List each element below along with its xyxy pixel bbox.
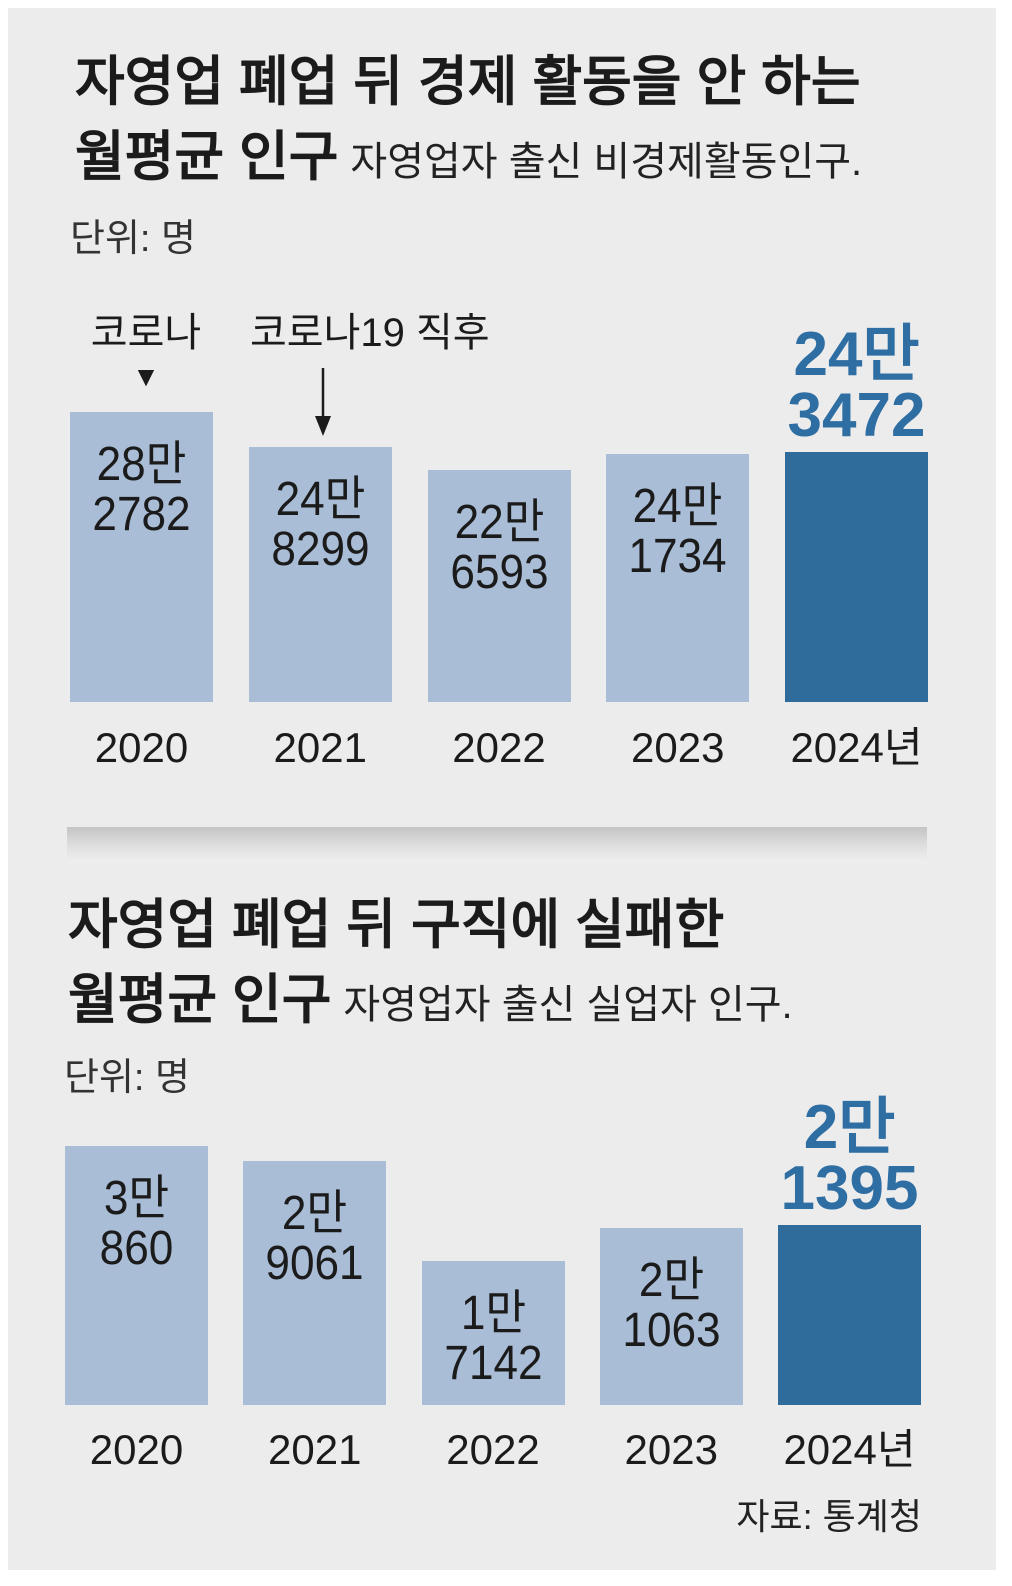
value-label: 1만 7142 — [412, 1289, 575, 1389]
triangle-down-icon: ▼ — [132, 361, 160, 392]
value-label: 24만 1734 — [596, 482, 759, 582]
bar-2022: 1만 7142 — [421, 1261, 565, 1405]
value-label: 2만 9061 — [233, 1189, 396, 1289]
value-label-line: 2만 — [282, 1187, 348, 1241]
value-label-line: 28만 — [96, 438, 187, 491]
x-tick-label: 2023 — [624, 1426, 718, 1473]
x-tick-label: 2020 — [89, 1426, 184, 1473]
annotation-corona: 코로나 — [90, 311, 202, 355]
x-tick-label: 2021 — [268, 1426, 362, 1473]
bar-2021: 24만 8299 — [248, 447, 392, 702]
value-label-line: 6593 — [449, 545, 549, 599]
value-label-line: 24만 — [275, 473, 366, 527]
chart-1-title-line-1: 자영업 폐업 뒤 경제 활동을 안 하는 — [75, 52, 861, 112]
value-label-line: 860 — [99, 1222, 174, 1275]
chart-1-title-line-2: 월평균 인구 — [75, 127, 339, 187]
x-tick-label: 2023 — [631, 724, 725, 771]
bar-2020: 3만 860 — [65, 1146, 208, 1405]
chart-2-title-line-1: 자영업 폐업 뒤 구직에 실패한 — [68, 895, 725, 955]
bar-2023: 24만 1734 — [606, 454, 750, 702]
value-label-line: 24만 — [632, 480, 723, 534]
value-label-line: 7142 — [443, 1337, 543, 1391]
section-divider — [67, 827, 927, 863]
value-label-line: 1063 — [622, 1304, 721, 1358]
value-label-line: 3472 — [787, 381, 926, 451]
x-tick-label: 2021 — [273, 724, 367, 771]
arrow-down-icon — [315, 368, 331, 436]
value-label: 24만 8299 — [239, 475, 402, 575]
chart-2-title-row-2: 월평균 인구 자영업자 출신 실업자 인구. — [68, 968, 793, 1037]
value-label-line: 24만 — [793, 320, 920, 390]
chart-1-unit-label: 단위: 명 — [70, 218, 196, 260]
value-label-line: 2782 — [92, 488, 191, 541]
value-label: 28만 2782 — [60, 440, 223, 540]
chart-2-title-line-2: 월평균 인구 — [68, 970, 332, 1030]
x-tick-label: 2020 — [94, 724, 189, 771]
value-label-line: 1395 — [780, 1154, 919, 1224]
bar-2020: 28만 2782 — [70, 412, 213, 702]
annotation-post-corona: 코로나19 직후 — [250, 311, 490, 355]
x-tick-label: 2022 — [446, 1426, 540, 1473]
x-tick-label: 2024년 — [790, 724, 923, 771]
value-label: 22만 6593 — [418, 495, 581, 599]
bar-2024: 24만 3472 — [785, 324, 928, 702]
bar-2023: 2만 1063 — [599, 1228, 743, 1405]
value-label-line: 3만 — [103, 1172, 170, 1225]
chart-2-subtitle: 자영업자 출신 실업자 인구. — [343, 983, 793, 1027]
chart-1-subtitle: 자영업자 출신 비경제활동인구. — [350, 140, 863, 184]
value-label-line: 22만 — [454, 495, 544, 549]
chart-1-title-row-2: 월평균 인구 자영업자 출신 비경제활동인구. — [75, 125, 862, 194]
value-label-line: 8299 — [271, 523, 370, 577]
bar-2022: 22만 6593 — [427, 469, 571, 702]
x-tick-label: 2022 — [452, 724, 546, 771]
value-label-line: 1734 — [628, 530, 727, 584]
value-label: 2만 1395 — [768, 1093, 931, 1224]
value-label: 24만 3472 — [775, 320, 938, 451]
value-label: 2만 1063 — [590, 1256, 753, 1356]
x-tick-label: 2024년 — [783, 1426, 916, 1473]
value-label-line: 1만 — [460, 1287, 526, 1341]
bar-2021: 2만 9061 — [243, 1161, 387, 1405]
value-label-line: 2만 — [638, 1254, 704, 1308]
source-credit: 자료: 통계청 — [736, 1496, 922, 1537]
value-label-line: 2만 — [803, 1093, 896, 1163]
value-label: 3만 860 — [55, 1174, 218, 1274]
value-label-line: 9061 — [265, 1237, 364, 1291]
chart-2-unit-label: 단위: 명 — [64, 1057, 190, 1099]
bar-2024: 2만 1395 — [778, 1097, 921, 1405]
